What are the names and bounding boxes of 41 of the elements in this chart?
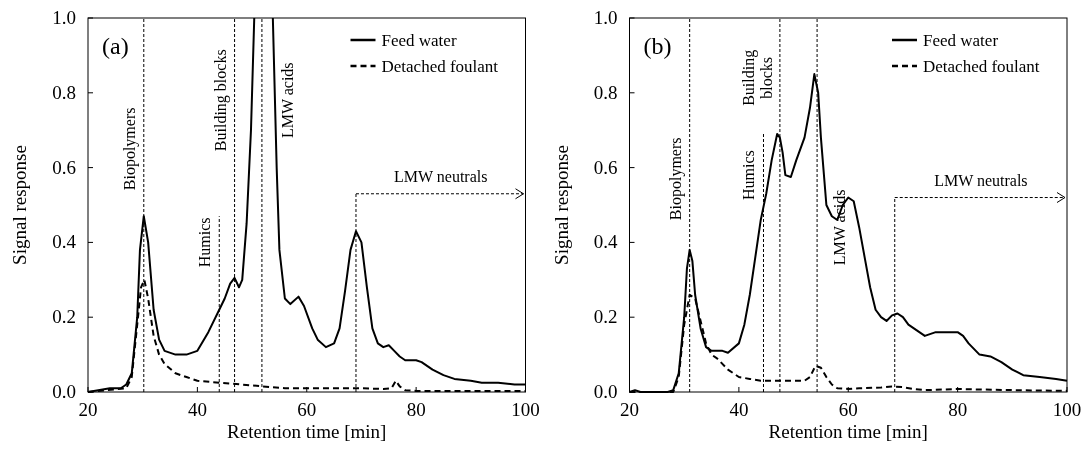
y-tick-label: 0.0	[593, 381, 618, 402]
ref-line-label: Biopolymers	[120, 107, 139, 191]
y-tick-label: 0.4	[593, 231, 618, 253]
x-axis-title: Retention time [min]	[227, 421, 387, 442]
y-tick-label: 1.0	[52, 7, 76, 28]
x-tick-label: 60	[838, 399, 858, 420]
ref-line-label: Humics	[740, 150, 758, 200]
x-tick-label: 80	[948, 399, 968, 420]
x-tick-label: 40	[187, 399, 207, 420]
legend-label: Detached foulant	[381, 57, 499, 76]
y-tick-label: 0.6	[52, 156, 76, 178]
y-tick-label: 0.8	[593, 81, 618, 103]
x-tick-label: 100	[1052, 399, 1082, 420]
ref-line-label: Humics	[196, 217, 214, 268]
ref-line-label: Building blocks	[739, 49, 775, 106]
x-tick-label: 100	[511, 399, 540, 420]
legend-label: Feed water	[381, 31, 457, 50]
ref-line-label: Biopolymers	[666, 137, 685, 221]
x-tick-label: 40	[729, 399, 749, 420]
x-tick-label: 60	[297, 399, 317, 420]
x-tick-label: 20	[78, 399, 98, 420]
y-tick-label: 0.4	[52, 231, 77, 253]
y-tick-label: 0.2	[52, 306, 76, 328]
x-tick-label: 20	[620, 399, 639, 420]
x-tick-label: 80	[406, 399, 426, 420]
ref-line-label: LMW acids	[278, 62, 296, 139]
y-tick-label: 0.0	[52, 381, 76, 402]
y-tick-label: 0.8	[52, 81, 76, 103]
legend-label: Detached foulant	[923, 57, 1040, 76]
y-tick-label: 0.6	[593, 156, 618, 178]
text: (b)	[643, 33, 672, 59]
y-axis-title: Signal response	[550, 145, 572, 265]
ref-line-label: LMW neutrals	[934, 171, 1028, 189]
legend-label: Feed water	[923, 31, 999, 50]
y-tick-label: 0.2	[593, 306, 618, 328]
ref-line-label: LMW neutrals	[394, 167, 488, 185]
y-axis-title: Signal response	[9, 145, 30, 265]
y-tick-label: 1.0	[593, 7, 618, 28]
x-axis-title: Retention time [min]	[768, 421, 928, 442]
ref-line-label: Building blocks	[211, 49, 230, 152]
text: (a)	[102, 33, 129, 59]
